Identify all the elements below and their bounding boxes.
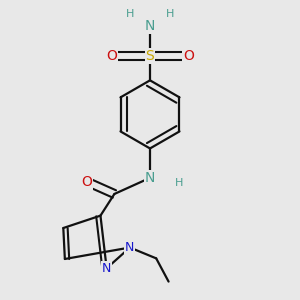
Text: O: O [183,49,194,63]
Text: S: S [146,49,154,63]
Text: H: H [166,9,174,19]
Text: O: O [81,175,92,189]
Text: N: N [145,171,155,185]
Text: O: O [106,49,117,63]
Text: N: N [125,241,135,254]
Text: H: H [175,178,184,188]
Text: N: N [102,262,111,275]
Text: N: N [145,19,155,33]
Text: H: H [126,9,134,19]
